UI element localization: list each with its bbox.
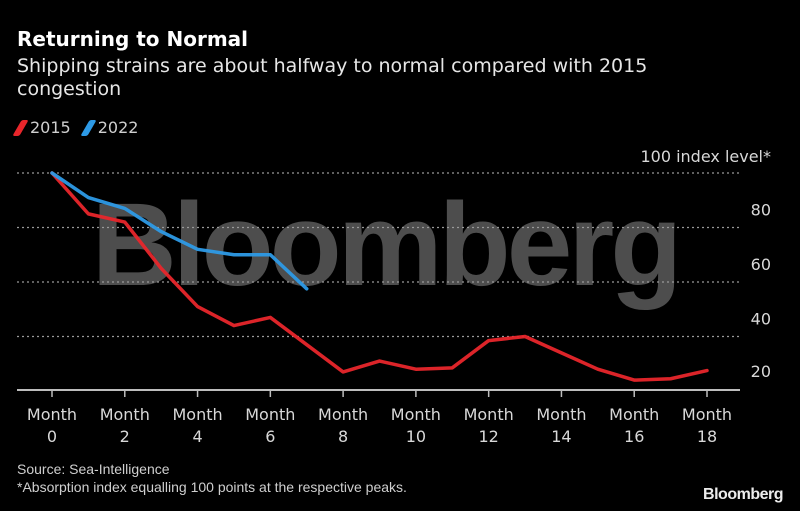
series-lines [50,171,709,382]
x-axis: Month 0 Month 2 Month 4 Month 6 Month 8 Month 10 Mon… [17,389,740,446]
y-tick-label: 20 [751,362,771,381]
x-tick-label: 18 [697,427,717,446]
series-line-2022 [50,171,309,291]
watermark-text: Bloomberg [92,179,679,311]
x-tick-label: Month [464,405,514,424]
x-tick-label: 14 [551,427,571,446]
y-tick-label: 60 [751,255,771,274]
x-tick-label: Month [172,405,222,424]
x-tick-label: 6 [265,427,275,446]
gridlines [17,172,740,338]
y-tick-label: 100 index level* [640,147,771,166]
legend-item-2022: 2022 [80,118,139,137]
x-tick-label: 16 [624,427,644,446]
bloomberg-logo: Bloomberg [703,486,783,503]
legend-label-2022: 2022 [97,118,139,137]
x-tick-label: Month [318,405,368,424]
x-tick-label: Month [100,405,150,424]
x-tick-label: 12 [478,427,498,446]
x-tick-label: 4 [192,427,202,446]
legend-item-2015: 2015 [12,118,71,137]
x-tick-label: 10 [406,427,426,446]
x-tick-label: Month [27,405,77,424]
x-tick-label: Month [245,405,295,424]
x-tick-label: 8 [338,427,348,446]
y-tick-label: 80 [751,201,771,220]
footnote: *Absorption index equalling 100 points a… [17,479,407,495]
y-tick-label: 40 [751,310,771,329]
series-line-2015 [50,171,709,382]
y-axis: 20 40 60 80 100 index level* [640,147,771,381]
footer: Source: Sea-Intelligence *Absorption ind… [17,460,407,496]
chart-subtitle: Shipping strains are about halfway to no… [17,55,648,100]
x-tick-label: Month [391,405,441,424]
x-tick-label: 0 [47,427,57,446]
chart-title: Returning to Normal [17,27,249,51]
x-tick-label: 2 [120,427,130,446]
x-tick-label: Month [536,405,586,424]
x-tick-label: Month [609,405,659,424]
legend: 2015 2022 [12,118,152,137]
legend-label-2015: 2015 [30,118,71,137]
x-tick-label: Month [682,405,732,424]
source-note: Source: Sea-Intelligence [17,461,170,477]
